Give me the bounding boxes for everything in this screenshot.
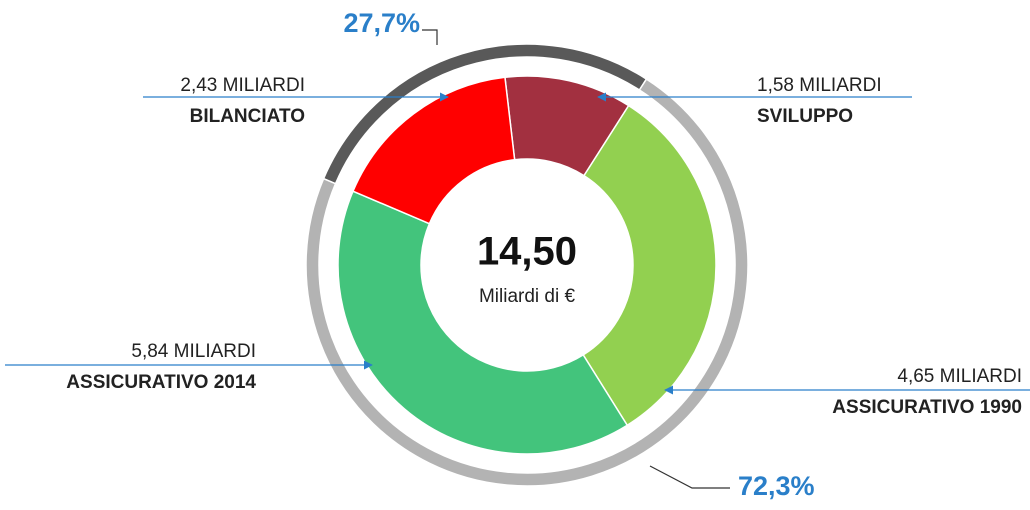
category-label: ASSICURATIVO 1990 bbox=[832, 397, 1022, 418]
donut-segment bbox=[337, 190, 629, 455]
ring-label: 27,7% bbox=[343, 8, 420, 38]
value-label: 2,43 MILIARDI bbox=[180, 75, 305, 96]
donut-segment bbox=[582, 104, 717, 427]
value-label: 4,65 MILIARDI bbox=[897, 366, 1022, 387]
connector bbox=[422, 29, 438, 45]
ring-segment bbox=[305, 78, 749, 487]
category-label: SVILUPPO bbox=[757, 106, 853, 127]
donut bbox=[305, 43, 749, 487]
center-value: 14,50 bbox=[477, 230, 577, 274]
center-subtext: Miliardi di € bbox=[479, 286, 576, 307]
donut-segment bbox=[352, 76, 516, 225]
value-label: 1,58 MILIARDI bbox=[757, 75, 882, 96]
ring-label: 72,3% bbox=[738, 471, 815, 501]
category-label: ASSICURATIVO 2014 bbox=[66, 372, 256, 393]
category-label: BILANCIATO bbox=[190, 106, 305, 127]
value-label: 5,84 MILIARDI bbox=[131, 341, 256, 362]
connector bbox=[649, 465, 730, 489]
